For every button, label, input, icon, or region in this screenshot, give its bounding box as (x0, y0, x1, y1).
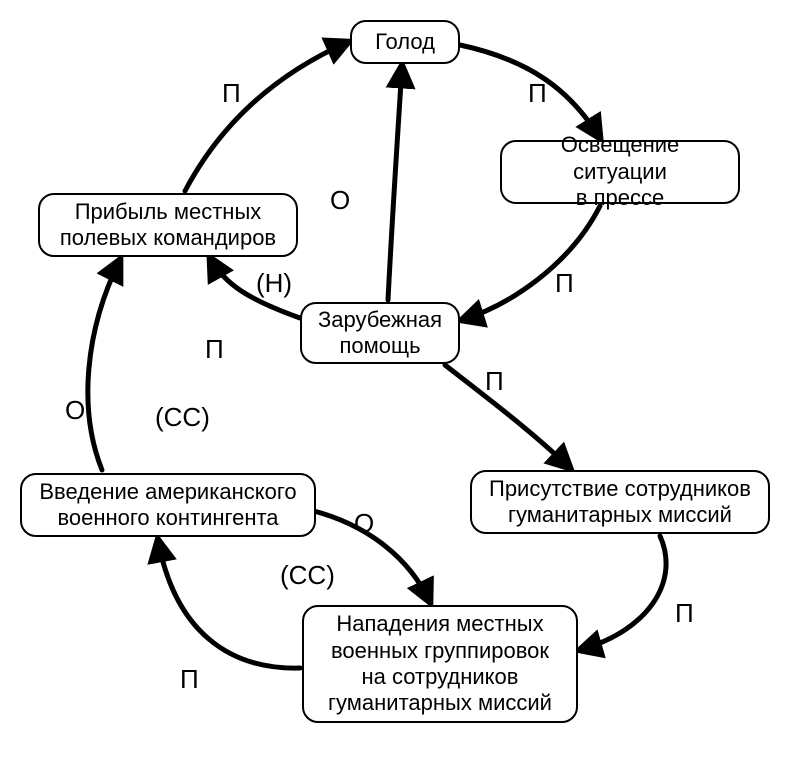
edge-label-n7-n6-10: (СС) (280, 560, 335, 591)
edge-label-n5-n6-7: П (675, 598, 694, 629)
edge-label-n3-n1-2: О (330, 185, 350, 216)
edge-label-n4-n1-5: П (222, 78, 241, 109)
edge-label-n6-n7-8: П (180, 664, 199, 695)
edge-label-n3-n4-3: П (205, 334, 224, 365)
edge-label-n7-n4-11: О (65, 395, 85, 426)
edge-n6-n7 (158, 540, 300, 668)
edge-n3-n5 (445, 365, 570, 468)
edge-label-n1-n2-0: П (528, 78, 547, 109)
edge-label-n3-n5-6: П (485, 366, 504, 397)
edge-n5-n6 (580, 536, 666, 650)
node-n4: Прибыль местныхполевых командиров (38, 193, 298, 257)
edge-label-n7-n4-12: (СС) (155, 402, 210, 433)
edge-n3-n1 (388, 66, 402, 300)
edge-label-n3-n4-4: (Н) (256, 268, 292, 299)
edge-label-n2-n3-1: П (555, 268, 574, 299)
edge-n4-n1 (185, 42, 348, 191)
node-n1: Голод (350, 20, 460, 64)
diagram-canvas: { "diagram": { "type": "flowchart", "bac… (0, 0, 790, 763)
node-n7: Введение американскоговоенного континген… (20, 473, 316, 537)
node-n2: Освещение ситуациив прессе (500, 140, 740, 204)
node-n5: Присутствие сотрудниковгуманитарных мисс… (470, 470, 770, 534)
edge-n2-n3 (462, 206, 600, 320)
edge-label-n7-n6-9: О (354, 508, 374, 539)
edge-n7-n4 (88, 260, 120, 470)
node-n6: Нападения местныхвоенных группировокна с… (302, 605, 578, 723)
node-n3: Зарубежнаяпомощь (300, 302, 460, 364)
